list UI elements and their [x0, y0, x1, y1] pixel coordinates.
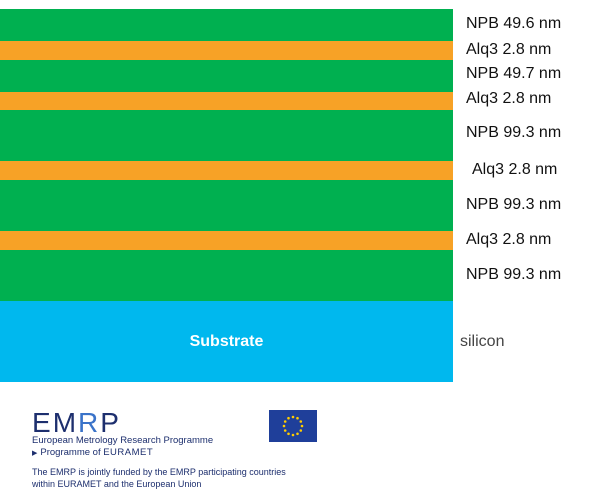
- emrp-logo-letter: R: [78, 407, 101, 438]
- eu-star: [287, 432, 290, 436]
- eu-star: [287, 416, 290, 420]
- eu-star: [291, 415, 295, 419]
- layer-label: Alq3 2.8 nm: [466, 231, 552, 248]
- substrate-material-label: silicon: [460, 333, 505, 350]
- alq3-layer: [0, 161, 453, 180]
- alq3-layer: [0, 92, 453, 110]
- eu-star: [300, 424, 304, 428]
- alq3-layer: [0, 41, 453, 60]
- eu-star: [299, 420, 303, 423]
- funding-line-2: within EURAMET and the European Union: [32, 479, 202, 489]
- eu-flag-icon: [269, 410, 317, 442]
- alq3-layer: [0, 231, 453, 250]
- funding-line-1: The EMRP is jointly funded by the EMRP p…: [32, 467, 286, 477]
- play-arrow-icon: ▶: [32, 450, 38, 457]
- emrp-programme-name: European Metrology Research Programme: [32, 435, 214, 446]
- layer-label: NPB 99.3 nm: [466, 124, 562, 141]
- npb-layer: [0, 60, 453, 92]
- eu-star: [282, 424, 286, 428]
- npb-layer: [0, 9, 453, 41]
- npb-layer: [0, 110, 453, 161]
- emrp-logo: EMRP: [32, 407, 121, 439]
- emrp-footer: EMRP European Metrology Research Program…: [30, 405, 430, 495]
- eu-star: [283, 429, 287, 432]
- substrate-block: Substrate: [0, 301, 453, 382]
- npb-layer: [0, 250, 453, 301]
- emrp-programme-of: ▶ Programme of EURAMET: [32, 447, 153, 458]
- layer-label: NPB 49.6 nm: [466, 15, 562, 32]
- layer-label: NPB 99.3 nm: [466, 266, 562, 283]
- layer-label: NPB 99.3 nm: [466, 196, 562, 213]
- eu-star: [299, 429, 303, 432]
- eu-star: [296, 432, 299, 436]
- emrp-logo-letter: P: [100, 407, 121, 438]
- substrate-text: Substrate: [189, 332, 264, 350]
- npb-layer: [0, 180, 453, 231]
- layer-label: Alq3 2.8 nm: [472, 161, 558, 178]
- eu-star: [296, 416, 299, 420]
- emrp-logo-letter: M: [52, 407, 79, 438]
- eu-star: [291, 433, 295, 437]
- layer-label: Alq3 2.8 nm: [466, 90, 552, 107]
- layer-label: Alq3 2.8 nm: [466, 41, 552, 58]
- programme-of-text: Programme of: [40, 447, 101, 458]
- emrp-logo-letter: E: [32, 407, 53, 438]
- eu-star: [283, 420, 287, 423]
- euramet-text: EURAMET: [103, 447, 154, 458]
- layer-label: NPB 49.7 nm: [466, 65, 562, 82]
